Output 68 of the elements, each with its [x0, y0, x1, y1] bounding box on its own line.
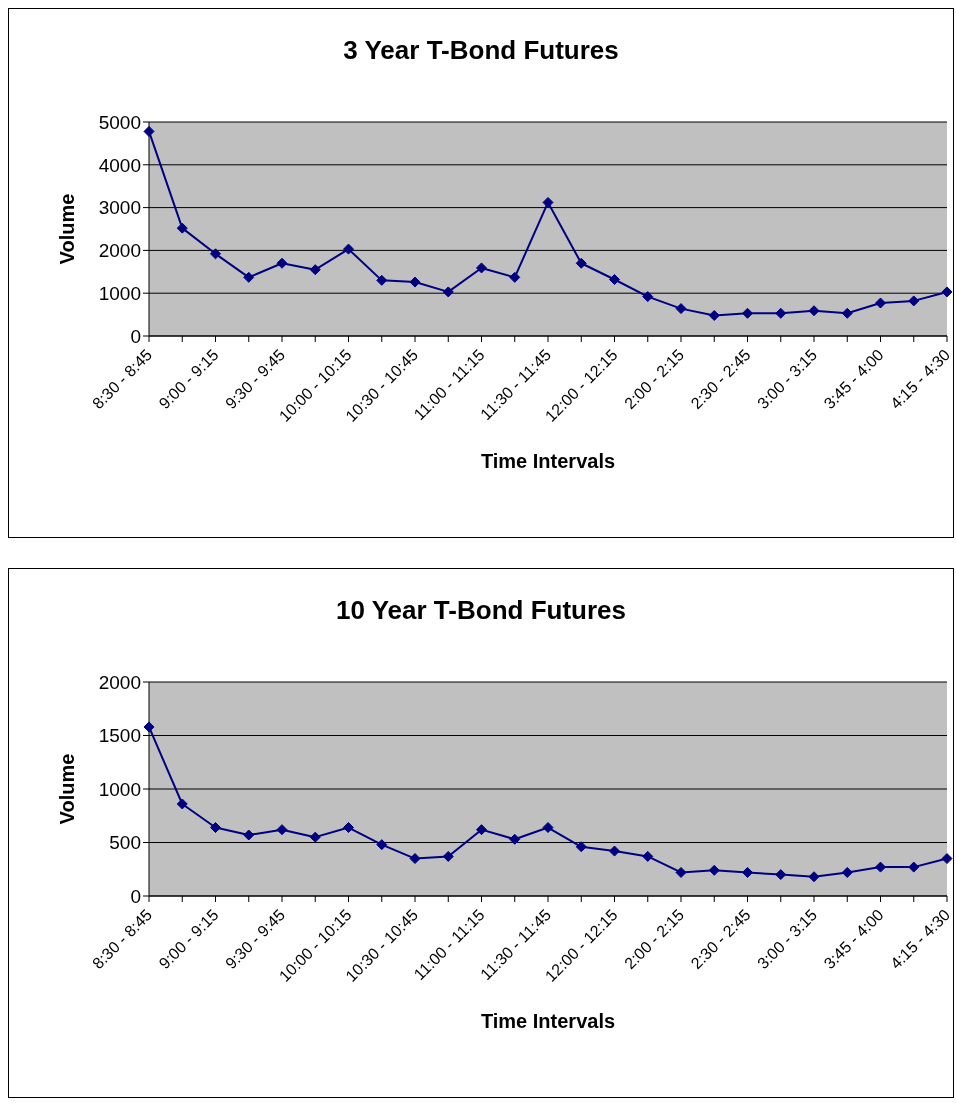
point — [708, 864, 720, 876]
point — [210, 822, 221, 834]
point — [841, 307, 853, 319]
point — [875, 297, 886, 309]
x-axis-title: Time Intervals — [480, 450, 616, 472]
point — [210, 248, 221, 260]
y-tick-label: 3000 — [98, 197, 141, 219]
point — [276, 257, 288, 269]
y-tick-label: 500 — [109, 832, 141, 854]
y-tick-label: 1000 — [98, 778, 141, 800]
point — [775, 307, 787, 319]
y-tick-label: 5000 — [98, 111, 141, 133]
point — [476, 262, 487, 274]
point — [143, 125, 155, 137]
point — [409, 276, 421, 288]
point — [575, 257, 587, 269]
point — [442, 850, 454, 862]
point — [675, 303, 687, 315]
point — [243, 271, 255, 283]
point — [509, 833, 521, 845]
chart-title: 3 Year T-Bond Futures — [342, 35, 620, 66]
y-tick-label: 4000 — [98, 154, 141, 176]
point — [276, 824, 288, 836]
point — [742, 866, 753, 878]
point — [675, 866, 687, 878]
y-tick-label: 2000 — [98, 671, 141, 693]
point — [476, 824, 487, 836]
point — [176, 222, 188, 234]
point — [642, 291, 654, 303]
point — [841, 866, 853, 878]
point — [409, 853, 421, 865]
point — [908, 295, 920, 307]
point — [309, 831, 321, 843]
point — [642, 850, 654, 862]
point — [376, 274, 388, 286]
point — [941, 853, 953, 865]
y-axis-title: Volume — [56, 193, 79, 265]
point — [575, 841, 587, 853]
point — [609, 845, 620, 857]
point — [243, 829, 255, 841]
point — [775, 869, 787, 881]
point — [708, 309, 720, 321]
point — [609, 274, 620, 285]
point — [542, 196, 554, 208]
point — [742, 307, 753, 319]
point — [875, 861, 886, 873]
y-axis-title: Volume — [56, 753, 79, 825]
x-axis-title: Time Intervals — [480, 1010, 616, 1032]
y-tick-label: 1500 — [98, 725, 141, 747]
point — [376, 839, 388, 851]
point — [343, 822, 354, 834]
point — [808, 871, 820, 883]
point — [442, 286, 454, 298]
point — [908, 861, 920, 873]
y-tick-label: 2000 — [98, 240, 141, 262]
point — [509, 271, 521, 283]
y-tick-label: 0 — [130, 325, 141, 347]
point — [941, 286, 953, 298]
x-tick-label: 4:15 - 4:30 — [887, 346, 954, 413]
point — [309, 264, 321, 276]
y-tick-label: 1000 — [98, 282, 141, 304]
x-tick-label: 4:15 - 4:30 — [887, 906, 954, 973]
point — [176, 798, 188, 810]
chart-title: 10 Year T-Bond Futures — [335, 595, 627, 626]
y-tick-label: 0 — [130, 885, 141, 907]
point — [542, 822, 554, 834]
point — [808, 305, 820, 317]
point — [343, 243, 354, 255]
